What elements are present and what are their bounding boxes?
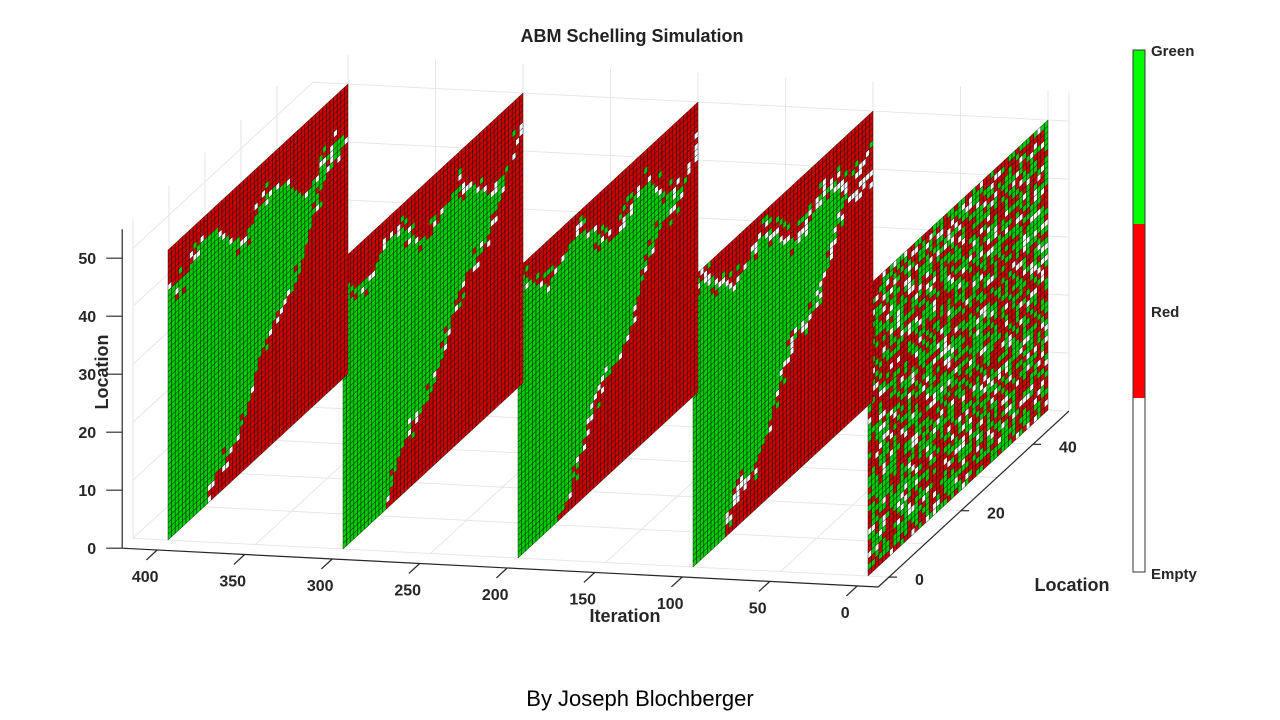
panel-iteration-100 <box>692 110 874 568</box>
iteration-panels <box>167 83 1049 577</box>
panel-iteration-0 <box>867 119 1049 577</box>
axes-box <box>121 229 1070 588</box>
chart-title: ABM Schelling Simulation <box>520 26 743 46</box>
grid-line <box>312 81 1070 122</box>
x-axis-line <box>122 547 879 588</box>
y-axis-line <box>877 410 1070 588</box>
grid-line <box>132 81 314 249</box>
grid-line <box>132 537 890 578</box>
